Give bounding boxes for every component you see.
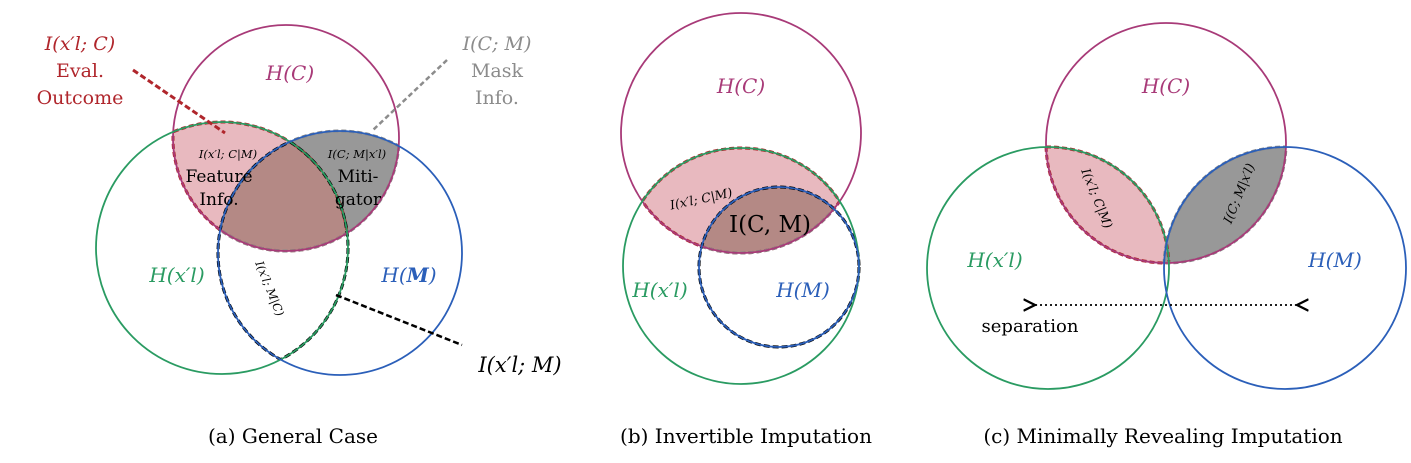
eval-line2: Outcome: [37, 87, 124, 109]
eval-line1: Eval.: [56, 60, 104, 82]
feature-border-x-c: [1046, 145, 1171, 263]
label-hc-b: H(C): [716, 74, 765, 98]
label-hm: H(M): [380, 263, 436, 287]
mask-callout-line: [372, 59, 448, 131]
circle-x: [95, 121, 349, 375]
region-feature-info-c: [1046, 147, 1169, 263]
label-hc-c: H(C): [1141, 74, 1190, 98]
eval-callout-line: [132, 68, 226, 135]
mitigator-formula: I(C; M|x′l): [327, 147, 386, 162]
mitigator-line1: Miti-: [338, 167, 379, 187]
circle-c: [172, 24, 400, 252]
label-hc: H(C): [265, 61, 314, 85]
mask-line1: Mask: [471, 60, 524, 82]
caption-b: (b) Invertible Imputation: [620, 424, 872, 448]
feature-line1: Feature: [185, 167, 252, 187]
mitigator-border-m-c: [1162, 145, 1286, 263]
feature-formula: I(x′l; C|M): [198, 147, 257, 162]
panel-c: H(C) H(x′l) H(M) I(x′l; C|M) I(C; M|x′l)…: [926, 22, 1407, 448]
circle-c-c: [1045, 22, 1287, 264]
label-hx: H(x′l): [148, 263, 204, 287]
cm-formula-b: I(C, M): [729, 212, 811, 238]
circle-x-c: [926, 146, 1170, 390]
circle-m: [217, 130, 463, 376]
circle-m-b: [698, 186, 860, 348]
feature-line2: Info.: [199, 190, 238, 210]
label-hx-b: H(x′l): [631, 278, 687, 302]
xm-rotated-label: I(x′l; M|C): [251, 258, 287, 319]
mask-line2: Info.: [475, 87, 519, 109]
panel-a: H(C) H(x′l) H(M) I(x′l; C) Eval. Outcome…: [37, 24, 562, 448]
caption-c: (c) Minimally Revealing Imputation: [983, 424, 1342, 448]
label-hm-c: H(M): [1307, 248, 1362, 272]
panel-b: H(C) H(x′l) H(M) I(x′l; C|M) I(C, M) (b)…: [620, 12, 872, 448]
region-triple-overlap: [218, 131, 348, 251]
eval-formula: I(x′l; C): [44, 33, 115, 55]
circle-c-b: [620, 12, 862, 254]
caption-a: (a) General Case: [208, 424, 378, 448]
xm-callout-line: [335, 293, 463, 347]
xm-callout-label: I(x′l; M): [477, 353, 561, 377]
mitigator-line2: gator: [335, 190, 382, 210]
circle-m-c: [1163, 146, 1407, 390]
label-hx-c: H(x′l): [966, 248, 1022, 272]
separation-label: separation: [982, 316, 1079, 337]
label-hm-b: H(M): [775, 278, 830, 302]
region-mitigator-c: [1164, 147, 1286, 263]
mask-formula: I(C; M): [462, 33, 532, 55]
